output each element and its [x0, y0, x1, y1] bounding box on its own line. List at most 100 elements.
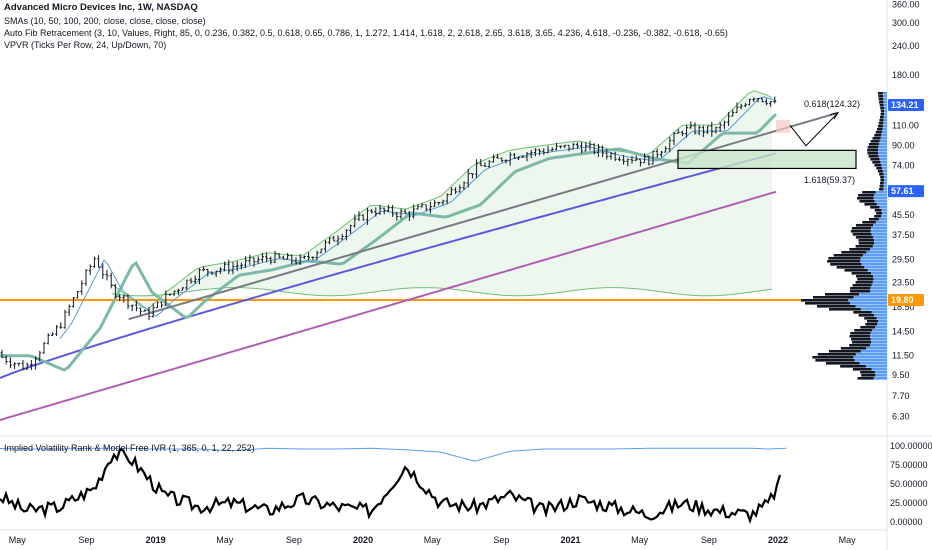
price-tick-label: 360.00 [892, 0, 920, 9]
volume-row-up [865, 365, 887, 368]
volume-row-up [875, 374, 887, 377]
sma200-price-tag: 57.61 [888, 185, 924, 198]
time-axis-label: May [216, 535, 234, 545]
volume-row-up [883, 176, 887, 179]
volume-row-up [874, 242, 887, 245]
sma-100-line[interactable] [0, 152, 777, 380]
price-tick-label: 18.50 [892, 302, 915, 312]
volume-row-down [850, 287, 871, 290]
sma-200-line[interactable] [0, 190, 777, 421]
volume-row-down [875, 131, 882, 134]
volume-row-down [849, 290, 871, 293]
volume-row-down [879, 119, 884, 122]
volume-row-up [861, 263, 887, 266]
time-axis-label: Sep [286, 535, 302, 545]
volume-row-up [870, 332, 887, 335]
volume-row-down [870, 140, 880, 143]
volume-row-down [856, 275, 874, 278]
price-series[interactable] [0, 96, 777, 371]
volume-row-up [872, 281, 887, 284]
volume-row-up [873, 224, 887, 227]
volume-row-down [851, 227, 872, 230]
volume-row-up [882, 212, 887, 215]
volume-row-down [860, 371, 875, 374]
volume-row-up [860, 350, 887, 353]
volume-row-up [867, 269, 887, 272]
volume-row-down [864, 203, 877, 206]
volume-row-up [883, 98, 887, 101]
volume-row-up [879, 206, 887, 209]
volume-row-down [861, 374, 876, 377]
volume-row-down [876, 212, 883, 215]
volume-row-up [882, 170, 887, 173]
price-tick-label: 7.70 [892, 391, 910, 401]
time-axis-label: Sep [78, 535, 94, 545]
pullback-zone [776, 119, 790, 133]
fib-label-upper: 0.618(124.32) [804, 99, 860, 109]
volume-row-down [857, 377, 874, 380]
volume-row-up [859, 293, 887, 296]
trendline[interactable] [128, 111, 839, 321]
sma-50-line[interactable] [0, 112, 778, 372]
chart-title: Advanced Micro Devices Inc, 1W, NASDAQ [4, 2, 198, 13]
indicator-tick-label: 0.00000 [890, 517, 923, 527]
price-pane[interactable]: 0.618(124.32) 1.618(59.37) [0, 90, 887, 421]
volume-row-up [874, 326, 887, 329]
ivr-line[interactable] [0, 447, 787, 462]
indicator-pane[interactable] [0, 447, 787, 525]
current-price-tag-text: 134.21 [891, 100, 919, 110]
volume-row-down [825, 362, 860, 365]
demand-zone-box[interactable] [677, 149, 857, 170]
volume-row-down [866, 320, 878, 323]
price-tick-label: 110.00 [892, 120, 919, 130]
volume-row-down [872, 137, 881, 140]
volume-row-down [877, 125, 883, 128]
volume-row-down [825, 293, 860, 296]
volume-row-down [805, 302, 851, 305]
vpvr-legend[interactable]: VPVR (Ticks Per Row, 24, Up/Down, 70) [4, 40, 167, 50]
volume-row-down [853, 311, 872, 314]
volume-row-up [871, 341, 887, 344]
envelope-fill [112, 90, 772, 310]
volume-row-down [879, 188, 884, 191]
volume-row-down [857, 197, 874, 200]
fib-legend[interactable]: Auto Fib Retracement (3, 10, Values, Rig… [4, 28, 728, 38]
sma-10-line[interactable] [59, 96, 777, 339]
volume-row-up [860, 257, 887, 260]
volume-row-down [841, 251, 867, 254]
volume-row-up [860, 308, 887, 311]
indicator-tick-label: 50.00000 [890, 479, 928, 489]
volume-row-up [884, 113, 887, 116]
time-axis-label: May [9, 535, 27, 545]
volume-row-down [867, 149, 879, 152]
price-tick-label: 29.50 [892, 254, 915, 264]
volume-row-down [878, 95, 884, 98]
volume-row-down [870, 206, 880, 209]
volume-profile[interactable] [801, 92, 887, 380]
volume-row-up [884, 110, 887, 113]
volume-row-up [883, 182, 887, 185]
volume-row-up [875, 221, 887, 224]
volume-row-up [873, 275, 887, 278]
volume-row-up [873, 377, 887, 380]
volume-row-down [851, 272, 872, 275]
indicator-legend[interactable]: Implied Volatility Rank & Model Free IVR… [4, 443, 255, 453]
volume-row-down [879, 116, 884, 119]
price-tick-label: 37.50 [892, 230, 915, 240]
volume-row-up [870, 248, 887, 251]
volume-row-down [849, 344, 870, 347]
volume-row-up [848, 299, 887, 302]
volume-row-up [871, 311, 887, 314]
volume-row-down [855, 281, 873, 284]
volume-row-up [853, 296, 887, 299]
volume-row-up [884, 179, 887, 182]
price-tick-label: 14.50 [892, 327, 915, 337]
iv-rank-line[interactable] [0, 447, 782, 525]
time-axis-label: 2020 [353, 535, 373, 545]
volume-row-down [836, 266, 865, 269]
fib-label-lower: 1.618(59.37) [804, 175, 855, 185]
volume-row-up [871, 233, 887, 236]
sma-legend[interactable]: SMAs (10, 50, 100, 200, close, close, cl… [4, 16, 206, 26]
volume-row-up [870, 338, 887, 341]
